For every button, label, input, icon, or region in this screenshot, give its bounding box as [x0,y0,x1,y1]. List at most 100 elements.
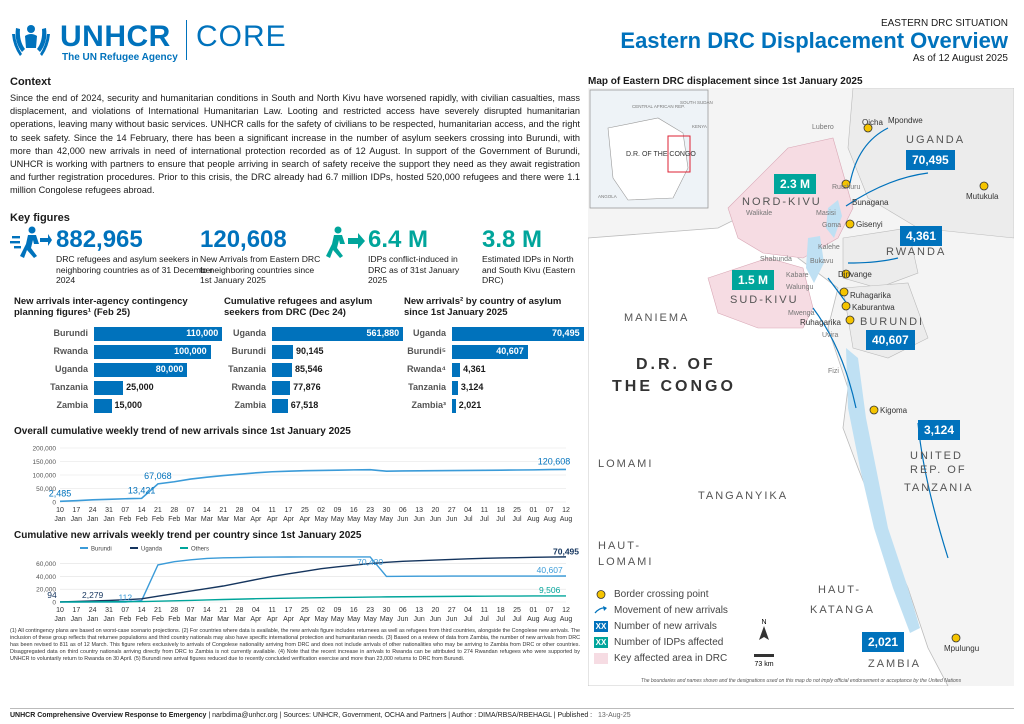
place-label: Kigoma [880,406,908,415]
bar-value-label: 110,000 [186,328,219,338]
x-tick-label: May [364,516,378,523]
x-tick-label: Apr [267,616,279,623]
x-tick-label: Jul [513,516,522,523]
place-label: Dinvange [838,270,872,279]
x-tick-label: Aug [560,616,573,623]
bar-category-label: Zambia [56,400,88,410]
x-tick-label: Aug [543,516,556,523]
bar: Burundi⁵ 40,607 [407,345,592,359]
inset-country-label: SOUTH SUDAN [680,100,713,105]
page-title: Eastern DRC Displacement Overview [620,28,1008,53]
x-tick-label: Apr [283,516,295,523]
lake-tanganyika [846,348,920,633]
x-tick-label: 07 [546,507,554,514]
bar-value-label: 77,876 [293,382,321,392]
x-tick-label: Mar [234,516,247,523]
data-label: 2,485 [49,488,72,498]
bar-fill [272,327,404,341]
lake-edward [826,200,842,238]
x-tick-label: Aug [527,516,540,523]
bar-value-label: 4,361 [463,364,486,374]
footer: UNHCR Comprehensive Overview Response to… [10,708,1014,719]
bar: Rwanda 100,000 [53,345,234,359]
x-tick-label: 21 [154,507,162,514]
x-tick-label: Jan [71,516,82,523]
series-line [59,556,567,603]
legend-item: Key affected area in DRC [594,650,728,666]
trend-chart: 200,000150,000100,00050,000010Jan17Jan24… [33,446,573,524]
x-tick-label: 10 [56,507,64,514]
x-tick-label: 11 [269,507,276,514]
legend-label: Movement of new arrivals [614,604,728,616]
data-label: 40,607 [537,565,563,575]
x-tick-label: 01 [529,507,537,514]
place-label: Rutshuru [832,184,861,191]
x-tick-label: 14 [203,607,211,614]
arrivals-box-uganda: 70,495 [906,150,955,170]
arrivals-box-tanzania: 3,124 [918,420,961,440]
inset-focus-box [667,135,691,173]
place-label: Walikale [746,210,773,217]
x-tick-label: Jul [480,516,489,523]
bar-category-label: Tanzania [228,364,266,374]
bar-category-label: Rwanda [231,382,266,392]
x-tick-label: 28 [236,607,244,614]
x-tick-label: 04 [464,507,472,514]
y-tick-label: 0 [52,600,56,607]
x-tick-label: May [331,616,345,623]
logo-divider [186,20,187,60]
region-label: KATANGA [810,604,875,616]
bar-fill [94,345,211,359]
x-tick-label: 13 [415,607,423,614]
y-tick-label: 200,000 [33,446,57,453]
x-tick-label: Mar [217,516,230,523]
x-tick-label: Feb [168,516,180,523]
x-tick-label: 25 [513,507,521,514]
x-tick-label: Feb [168,616,180,623]
key-figure-value: 120,608 [200,226,287,253]
bar-category-label: Rwanda⁴ [407,364,446,374]
bar-category-label: Burundi⁵ [407,346,446,356]
place-label: Masisi [816,210,836,217]
x-tick-label: 02 [317,607,325,614]
x-tick-label: 04 [252,507,260,514]
x-tick-label: May [347,516,361,523]
key-figure-value: 882,965 [56,226,143,253]
x-tick-label: 17 [285,607,293,614]
key-figures: Key figures 882,965 DRC refugees and asy… [10,212,580,285]
inset-drc-outline [607,117,689,201]
x-tick-label: 12 [562,607,570,614]
border-crossing-icon [841,301,851,311]
key-figure-kivu-idps: 3.8 M Estimated IDPs in North and South … [482,226,580,286]
bar-fill [452,327,584,341]
bar-chart-title: Cumulative refugees and asylum seekers f… [224,296,373,318]
bar-category-label: Zambia [234,400,266,410]
key-figure-desc: New Arrivals from Eastern DRC to neighbo… [200,254,321,285]
bar-fill [94,363,188,377]
place-label: Kaburantwa [852,303,895,312]
bar-value-label: 40,607 [496,346,524,356]
x-tick-label: Feb [152,616,164,623]
header-kicker: EASTERN DRC SITUATION [880,18,1008,29]
border-crossing-icon [596,589,606,599]
x-tick-label: 11 [481,507,488,514]
idps-box-north-kivu: 2.3 M [774,174,817,194]
key-figure-desc: DRC refugees and asylum seekers in neigh… [56,254,214,285]
region-label: TANGANYIKA [698,490,789,502]
key-figure-new-arrivals: 120,608 New Arrivals from Eastern DRC to… [200,226,325,286]
x-tick-label: Mar [185,616,198,623]
bar-value-label: 90,145 [296,346,324,356]
region-label: UGANDA [906,134,966,146]
data-label: 94 [47,590,57,600]
country-chart-title: Cumulative new arrivals weekly trend per… [14,530,362,541]
x-tick-label: Mar [234,616,247,623]
bar-fill [272,363,292,377]
bar: Uganda 70,495 [413,327,592,341]
x-tick-label: Mar [217,616,230,623]
bar-chart-title: New arrivals² by country of asylum since… [404,296,562,318]
y-tick-label: 150,000 [33,459,57,466]
bar-fill [452,381,458,395]
map-disclaimer: The boundaries and names shown and the d… [641,678,962,684]
x-tick-label: Apr [299,516,311,523]
x-tick-label: 01 [529,607,537,614]
